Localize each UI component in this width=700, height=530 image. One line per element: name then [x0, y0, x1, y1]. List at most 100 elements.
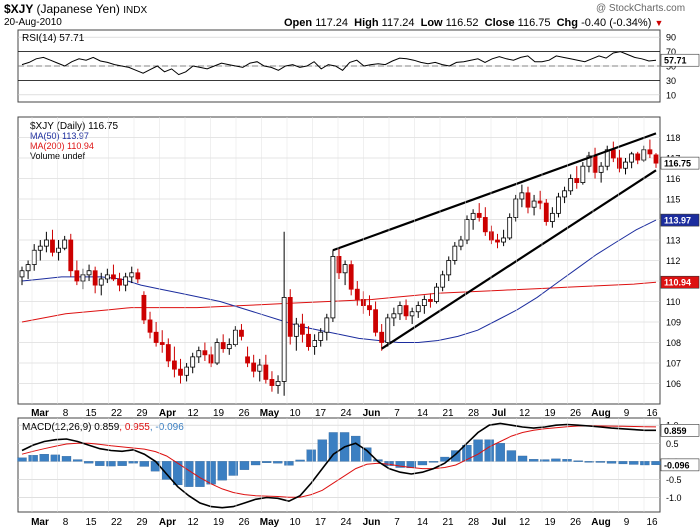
- x-tick-label: Jun: [363, 408, 381, 419]
- histogram-bar: [573, 460, 583, 462]
- candle-body: [415, 305, 421, 313]
- candle-body: [19, 270, 25, 278]
- x-axis: Mar Mar 8 8 15 15 22 22 29 29 Apr Apr 12 12 19 19 26 26 Ma…: [31, 117, 658, 528]
- candle-body: [135, 272, 141, 280]
- x-tick-label: 7: [394, 408, 400, 419]
- x-tick-label: Aug: [591, 517, 610, 528]
- histogram-bar: [306, 449, 316, 462]
- price-legend-entry: MA(200) 110.94: [30, 141, 94, 151]
- candle-body: [373, 309, 378, 333]
- price-tick: 113: [666, 236, 680, 246]
- histogram-bar: [428, 461, 439, 463]
- candle-body: [68, 239, 74, 272]
- histogram-bar: [228, 461, 238, 476]
- x-tick-label: Aug: [591, 408, 610, 419]
- price-tick: 110: [666, 297, 680, 307]
- x-tick-label: 21: [442, 517, 454, 528]
- upper-trendline: [332, 132, 657, 252]
- histogram-bar: [84, 461, 94, 464]
- candle-body: [300, 323, 305, 335]
- rsi-last-tag-box: [660, 53, 700, 67]
- candle-body: [208, 354, 214, 364]
- histogram-bar: [128, 461, 138, 464]
- candle-body: [525, 192, 531, 208]
- histogram-bar: [295, 459, 305, 462]
- ma200-tag: 110.94: [664, 278, 691, 288]
- rsi-title: RSI(14) 57.71: [22, 33, 85, 44]
- candle-body: [330, 255, 336, 319]
- histogram-bar: [640, 461, 650, 466]
- x-tick-label: 24: [340, 517, 352, 528]
- candle-body: [482, 217, 488, 233]
- candle-body: [165, 344, 171, 362]
- histogram-bar: [206, 461, 216, 485]
- candle-body: [476, 212, 482, 218]
- x-tick-label: 26: [238, 408, 250, 419]
- histogram-last-tag-box: [660, 458, 700, 472]
- histogram-bar: [173, 461, 183, 486]
- candle-body: [172, 360, 177, 370]
- last-close-tag-box: [660, 156, 700, 170]
- histogram-bar: [351, 435, 361, 462]
- candle-body: [556, 196, 561, 214]
- candle-body: [610, 149, 616, 159]
- candle-body: [562, 190, 567, 198]
- candle-body: [391, 313, 397, 319]
- x-tick-label: 12: [519, 517, 531, 528]
- histogram-bar: [528, 459, 539, 462]
- candle-body: [56, 247, 61, 253]
- macd-title: MACD(12,26,9) 0.859, 0.955, -0.096: [22, 422, 184, 433]
- candle-body: [74, 270, 80, 282]
- x-tick-label: 17: [315, 408, 327, 419]
- histogram-bar: [606, 461, 617, 464]
- candle-body: [312, 340, 318, 348]
- candle-body: [629, 153, 635, 163]
- x-tick-label: 9: [624, 517, 630, 528]
- price-tick: 107: [666, 359, 681, 369]
- candle-body: [214, 342, 220, 364]
- x-tick-label: 16: [646, 408, 658, 419]
- histogram-bar: [451, 450, 461, 462]
- candle-body: [623, 161, 628, 169]
- x-tick-label: Apr: [159, 517, 176, 528]
- candle-body: [251, 362, 257, 372]
- symbol-header: $XJY (Japanese Yen) INDX: [4, 2, 147, 16]
- histogram-bar: [117, 461, 127, 466]
- candle-body: [495, 239, 500, 243]
- histogram-bar: [39, 454, 49, 462]
- low-label: Low: [420, 17, 443, 29]
- candle-body: [446, 260, 452, 276]
- x-tick-label: 15: [85, 517, 97, 528]
- macd-last-tag-box: [660, 424, 700, 437]
- candle-body: [531, 200, 537, 208]
- candle-body: [519, 192, 525, 200]
- candle-body: [336, 255, 342, 274]
- candle-body: [117, 278, 122, 286]
- signal-line: [21, 425, 657, 498]
- candle-body: [129, 272, 135, 278]
- histogram-bar: [617, 461, 628, 465]
- candle-body: [549, 212, 555, 222]
- histogram-bar: [184, 461, 194, 487]
- candle-body: [190, 356, 196, 368]
- histogram-bar: [239, 461, 250, 470]
- candle-body: [409, 311, 415, 317]
- close-label: Close: [484, 17, 515, 29]
- candle-body: [434, 286, 439, 302]
- candle-body: [421, 299, 427, 307]
- histogram-last-tag: -0.096: [664, 460, 690, 470]
- candle-body: [379, 331, 385, 343]
- chg-label: Chg: [556, 17, 578, 29]
- histogram-bar: [651, 461, 661, 466]
- candle-body: [196, 350, 202, 358]
- x-tick-label: 19: [544, 517, 556, 528]
- candle-body: [342, 264, 348, 274]
- x-tick-label: 21: [442, 408, 454, 419]
- candle-body: [653, 154, 659, 164]
- last-close-tag: 116.75: [664, 159, 691, 169]
- exchange: INDX: [123, 5, 148, 16]
- chg-down-icon: ▼: [654, 18, 664, 28]
- candle-body: [281, 296, 287, 382]
- candle-body: [147, 319, 153, 333]
- price-tick: 115: [666, 195, 680, 205]
